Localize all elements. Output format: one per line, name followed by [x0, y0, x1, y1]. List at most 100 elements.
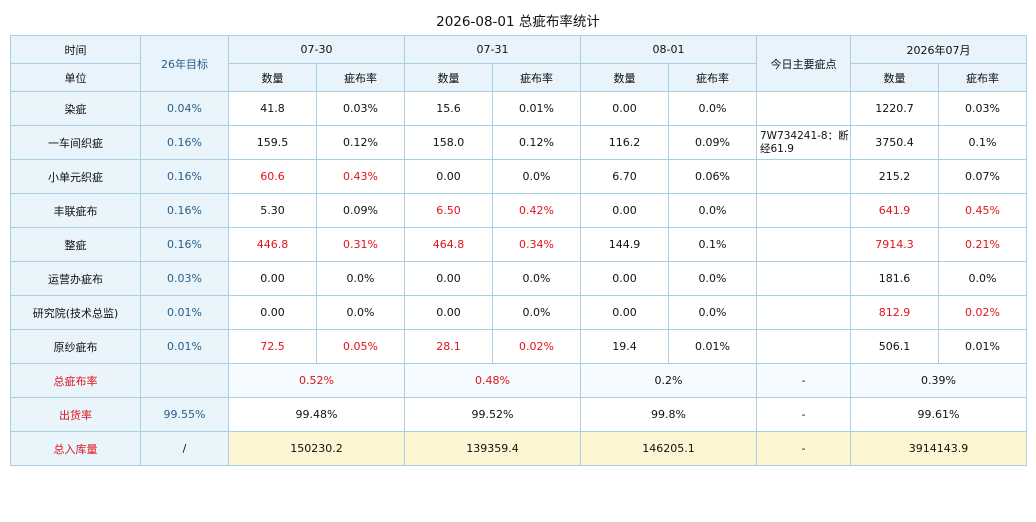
main-defect-note: - — [756, 397, 851, 432]
month-header: 2026年07月 — [850, 35, 1027, 64]
rate-cell: 0.1% — [668, 227, 757, 262]
month-rate-cell: 0.1% — [938, 125, 1027, 160]
qty-header: 数量 — [228, 63, 317, 92]
month-rate-cell: 0.0% — [938, 261, 1027, 296]
qty-cell: 464.8 — [404, 227, 493, 262]
date-header-3: 08-01 — [580, 35, 757, 64]
qty-cell: 0.00 — [580, 91, 669, 126]
qty-cell: 41.8 — [228, 91, 317, 126]
row-label: 研究院(技术总监) — [10, 295, 141, 330]
rate-cell: 0.42% — [492, 193, 581, 228]
row-label: 总疵布率 — [10, 363, 141, 398]
row-label: 原纱疵布 — [10, 329, 141, 364]
month-shipment-rate-cell: 99.61% — [850, 397, 1027, 432]
qty-cell: 0.00 — [228, 295, 317, 330]
row-label: 一车间织疵 — [10, 125, 141, 160]
qty-cell: 28.1 — [404, 329, 493, 364]
qty-cell: 446.8 — [228, 227, 317, 262]
page-title: 2026-08-01 总疵布率统计 — [436, 14, 600, 30]
rate-cell: 0.0% — [316, 261, 405, 296]
rate-cell: 0.0% — [668, 295, 757, 330]
unit-header: 单位 — [10, 63, 141, 92]
month-total-rate-cell: 0.39% — [850, 363, 1027, 398]
target-value: 0.16% — [140, 159, 229, 194]
qty-cell: 0.00 — [580, 193, 669, 228]
month-qty-cell: 812.9 — [850, 295, 939, 330]
table-row: 丰联疵布 0.16% 5.30 0.09% 6.50 0.42% 0.00 0.… — [10, 193, 1027, 228]
main-defect-note — [756, 295, 851, 330]
summary-row-total-stock: 总入库量 / 150230.2 139359.4 146205.1 - 3914… — [10, 431, 1027, 466]
qty-cell: 72.5 — [228, 329, 317, 364]
rate-cell: 0.0% — [668, 91, 757, 126]
total-rate-cell: 0.48% — [404, 363, 581, 398]
month-rate-cell: 0.21% — [938, 227, 1027, 262]
row-label: 整疵 — [10, 227, 141, 262]
rate-cell: 0.01% — [492, 91, 581, 126]
table-row: 一车间织疵 0.16% 159.5 0.12% 158.0 0.12% 116.… — [10, 125, 1027, 160]
rate-cell: 0.0% — [492, 159, 581, 194]
month-qty-cell: 181.6 — [850, 261, 939, 296]
qty-cell: 0.00 — [404, 261, 493, 296]
rate-cell: 0.0% — [492, 261, 581, 296]
rate-cell: 0.09% — [668, 125, 757, 160]
date-header-1: 07-30 — [228, 35, 405, 64]
main-defect-note — [756, 261, 851, 296]
main-defect-note: - — [756, 431, 851, 466]
total-stock-cell: 146205.1 — [580, 431, 757, 466]
main-defect-note: 7W734241-8：断经61.9 — [756, 125, 851, 160]
rate-cell: 0.0% — [668, 193, 757, 228]
target-value: 0.01% — [140, 329, 229, 364]
month-rate-cell: 0.45% — [938, 193, 1027, 228]
qty-cell: 158.0 — [404, 125, 493, 160]
qty-cell: 5.30 — [228, 193, 317, 228]
month-qty-cell: 641.9 — [850, 193, 939, 228]
rate-header: 疵布率 — [492, 63, 581, 92]
qty-cell: 60.6 — [228, 159, 317, 194]
main-defects-header: 今日主要疵点 — [756, 35, 851, 92]
rate-header: 疵布率 — [316, 63, 405, 92]
rate-cell: 0.34% — [492, 227, 581, 262]
total-rate-cell: 0.52% — [228, 363, 405, 398]
main-defect-note — [756, 227, 851, 262]
qty-cell: 116.2 — [580, 125, 669, 160]
qty-cell: 144.9 — [580, 227, 669, 262]
main-defect-note: - — [756, 363, 851, 398]
rate-header: 疵布率 — [938, 63, 1027, 92]
table-row: 染疵 0.04% 41.8 0.03% 15.6 0.01% 0.00 0.0%… — [10, 91, 1027, 126]
target-value: 0.16% — [140, 227, 229, 262]
target-value: 99.55% — [140, 397, 229, 432]
target-header: 26年目标 — [140, 35, 229, 92]
table-row: 原纱疵布 0.01% 72.5 0.05% 28.1 0.02% 19.4 0.… — [10, 329, 1027, 364]
row-label: 丰联疵布 — [10, 193, 141, 228]
month-qty-cell: 1220.7 — [850, 91, 939, 126]
month-rate-cell: 0.01% — [938, 329, 1027, 364]
month-total-stock-cell: 3914143.9 — [850, 431, 1027, 466]
qty-header: 数量 — [850, 63, 939, 92]
target-value — [140, 363, 229, 398]
rate-cell: 0.03% — [316, 91, 405, 126]
defect-rate-table: 时间 26年目标 07-30 07-31 08-01 今日主要疵点 2026年0… — [10, 35, 1027, 466]
main-defect-note — [756, 91, 851, 126]
summary-row-shipment-rate: 出货率 99.55% 99.48% 99.52% 99.8% - 99.61% — [10, 397, 1027, 432]
qty-header: 数量 — [404, 63, 493, 92]
date-header-2: 07-31 — [404, 35, 581, 64]
shipment-rate-cell: 99.48% — [228, 397, 405, 432]
shipment-rate-cell: 99.52% — [404, 397, 581, 432]
row-label: 出货率 — [10, 397, 141, 432]
table-row: 整疵 0.16% 446.8 0.31% 464.8 0.34% 144.9 0… — [10, 227, 1027, 262]
qty-cell: 15.6 — [404, 91, 493, 126]
month-rate-cell: 0.07% — [938, 159, 1027, 194]
qty-cell: 0.00 — [404, 295, 493, 330]
table-row: 运营办疵布 0.03% 0.00 0.0% 0.00 0.0% 0.00 0.0… — [10, 261, 1027, 296]
qty-cell: 0.00 — [404, 159, 493, 194]
total-stock-cell: 139359.4 — [404, 431, 581, 466]
qty-cell: 0.00 — [580, 261, 669, 296]
rate-cell: 0.12% — [316, 125, 405, 160]
qty-header: 数量 — [580, 63, 669, 92]
target-value: 0.01% — [140, 295, 229, 330]
qty-cell: 6.70 — [580, 159, 669, 194]
rate-header: 疵布率 — [668, 63, 757, 92]
rate-cell: 0.09% — [316, 193, 405, 228]
total-rate-cell: 0.2% — [580, 363, 757, 398]
month-qty-cell: 215.2 — [850, 159, 939, 194]
